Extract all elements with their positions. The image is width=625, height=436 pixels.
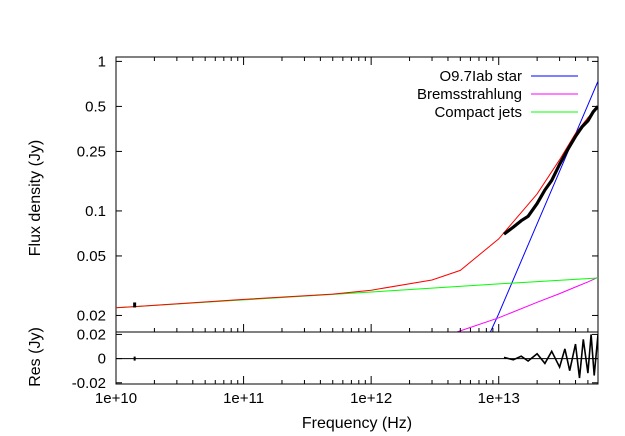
frequency-axis-label: Frequency (Hz) [302, 415, 412, 432]
main-plot-frame [115, 56, 599, 333]
observed-flux-points [503, 105, 598, 236]
main-y-tick-label: 0.5 [85, 98, 106, 115]
residual-values [503, 334, 598, 379]
main-y-tick-label: 0.25 [77, 143, 106, 160]
legend-label: O9.7Iab star [439, 68, 522, 85]
x-tick-label: 1e+10 [95, 390, 137, 407]
series-line-o9-7iab-star [489, 81, 598, 332]
residual-axis-label: Res (Jy) [27, 327, 44, 387]
main-y-tick-label: 0.1 [85, 203, 106, 220]
residual-plot-panel: 0.02 0 -0.02 [72, 326, 599, 392]
legend-label: Bremsstrahlung [417, 86, 522, 103]
main-y-tick-label: 0.02 [77, 307, 106, 324]
x-tick-label: 1e+12 [350, 390, 392, 407]
observed-radio-point [133, 302, 137, 308]
main-y-tick-label: 0.05 [77, 248, 106, 265]
main-plot-panel: 1 0.5 0.25 0.1 0.05 0.02 [77, 53, 599, 333]
legend-label: Compact jets [434, 104, 522, 121]
residual-y-tick-label: -0.02 [72, 375, 106, 392]
residual-y-tick-label: 0.02 [77, 326, 106, 343]
residual-y-tick-label: 0 [98, 351, 106, 368]
x-tick-label: 1e+13 [478, 390, 520, 407]
flux-density-axis-label: Flux density (Jy) [27, 140, 44, 256]
residual-radio-point [133, 356, 136, 361]
frequency-axis: 1e+10 1e+11 1e+12 1e+13 [95, 57, 599, 407]
series-line-bremsstrahlung [456, 276, 598, 332]
series-line-total-model [116, 106, 598, 309]
residual-plot-frame [115, 331, 599, 385]
x-tick-label: 1e+11 [223, 390, 264, 407]
main-y-tick-label: 1 [98, 53, 106, 70]
